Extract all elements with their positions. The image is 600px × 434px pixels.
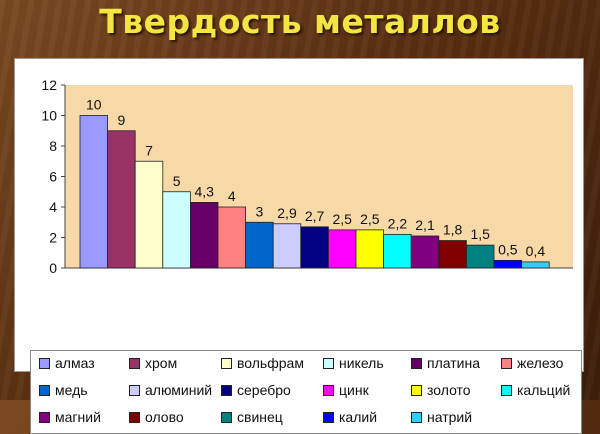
legend-item: хром [129,354,177,372]
legend-swatch [501,357,512,369]
bar-золото [355,229,385,269]
legend-item: медь [39,381,88,399]
bar-олово [438,240,467,269]
legend-label: никель [339,355,384,371]
legend-swatch [129,411,140,423]
y-tick-label: 2 [49,230,57,246]
legend-item: кальций [501,381,570,399]
data-label: 0,4 [526,243,546,259]
bar-никель [162,191,191,269]
legend-item: вольфрам [221,354,304,372]
legend-label: кальций [517,382,571,398]
legend-item: олово [129,408,184,426]
legend-swatch [411,357,422,369]
legend-swatch [221,384,232,396]
legend-swatch [39,357,50,369]
legend-swatch [501,384,512,396]
legend-item: натрий [411,408,472,426]
legend-label: хром [145,355,178,371]
bar-свинец [465,244,495,269]
legend-item: алмаз [39,354,95,372]
legend-swatch [323,384,334,396]
y-tick-label: 6 [49,169,57,185]
legend-item: серебро [221,381,291,399]
bar-алюминий [272,223,302,269]
data-label: 7 [145,142,153,158]
legend-swatch [39,384,50,396]
bar-цинк [327,229,357,269]
data-label: 2,2 [388,215,408,231]
legend-label: золото [427,382,471,398]
legend-label: медь [55,382,88,398]
bar-платина [189,202,219,269]
legend-item: никель [323,354,384,372]
legend-item: свинец [221,408,283,426]
bar-кальций [383,234,412,269]
legend-item: платина [411,354,480,372]
bar-алмаз [79,115,109,269]
data-label: 2,7 [305,208,325,224]
bar-серебро [300,226,329,269]
legend-swatch [323,357,334,369]
bar-железо [217,206,247,269]
y-tick-label: 10 [41,108,57,124]
legend-label: вольфрам [237,355,304,371]
legend-swatch [129,384,140,396]
legend-label: серебро [237,382,291,398]
data-label: 4,3 [194,183,214,199]
data-label: 0,5 [498,241,518,257]
legend-label: калий [339,409,378,425]
legend-label: олово [145,409,184,425]
y-tick-label: 8 [49,138,57,154]
legend-label: алмаз [55,355,95,371]
legend-swatch [411,384,422,396]
chart-panel: 0 2 4 6 8 10 12 10 9 7 5 4,3 4 3 2,9 2,7 2,5 2,5 2,2 2,1 1,8… [14,58,584,434]
legend-item: калий [323,408,377,426]
legend-label: цинк [339,382,369,398]
bar-chart: 0 2 4 6 8 10 12 10 9 7 5 4,3 4 3 2,9 2,7 2,5 2,5 2,2 2,1 1,8… [41,77,573,276]
legend-item: алюминий [129,381,212,399]
y-tick-label: 12 [41,77,57,93]
legend-label: натрий [427,409,473,425]
legend-label: железо [517,355,564,371]
slide-title: Твердость металлов [99,2,501,41]
legend-swatch [221,357,232,369]
bar-магний [410,235,440,269]
legend-label: магний [55,409,101,425]
data-label: 1,8 [443,222,463,238]
bar-хром [107,130,136,269]
legend-swatch [39,411,50,423]
data-label: 4 [228,188,236,204]
legend-label: алюминий [145,382,213,398]
data-label: 2,5 [360,211,380,227]
bar-калий [493,259,523,269]
data-label: 3 [256,203,264,219]
legend-swatch [411,411,422,423]
y-tick-label: 4 [49,199,57,215]
legend-swatch [323,411,334,423]
data-label: 10 [86,97,102,113]
data-label: 5 [173,173,181,189]
legend-item: золото [411,381,471,399]
legend-item: железо [501,354,563,372]
legend-label: свинец [237,409,283,425]
legend-swatch [129,357,140,369]
data-label: 2,5 [332,211,352,227]
legend-item: цинк [323,381,369,399]
chart-legend: алмаз хром вольфрам никель платина железо медь… [30,350,582,434]
legend-item: магний [39,408,101,426]
bar-медь [245,221,274,269]
y-tick-label: 0 [49,260,57,276]
bar-вольфрам [134,160,164,269]
data-label: 1,5 [470,226,490,242]
data-label: 9 [118,112,126,128]
legend-swatch [221,411,232,423]
data-label: 2,1 [415,217,435,233]
bar-натрий [521,261,550,269]
data-label: 2,9 [277,205,297,221]
legend-label: платина [427,355,480,371]
